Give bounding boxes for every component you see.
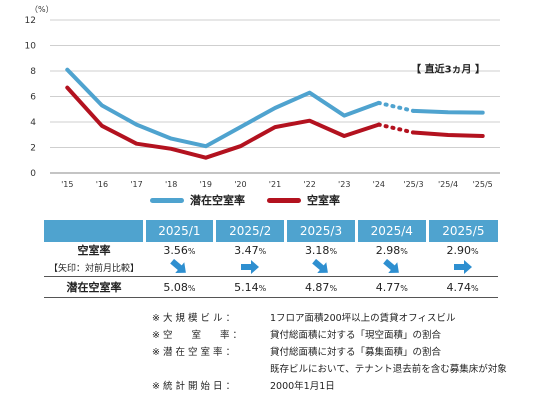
vacancy-table: 2025/1 2025/2 2025/3 2025/4 2025/5 空室率 3… <box>44 220 498 298</box>
latent-value: 5.14% <box>214 276 286 298</box>
series-line-latent <box>65 67 381 149</box>
vacancy-value: 3.18% <box>304 243 338 257</box>
vacancy-value: 2.90% <box>446 243 479 257</box>
chart-annotation: 【 直近3ヵ月 】 <box>411 62 485 75</box>
x-tick-label: '23 <box>338 180 350 189</box>
table-header-blank <box>44 220 144 242</box>
y-tick-label: 2 <box>30 144 36 154</box>
legend-label-vacancy: 空室率 <box>307 194 340 207</box>
table-header-month: 2025/1 <box>142 220 215 242</box>
y-tick-label: 12 <box>25 16 36 26</box>
x-tick-label: '17 <box>130 180 142 189</box>
y-tick-label: 6 <box>30 93 36 103</box>
trend-arrow-icon <box>144 259 215 275</box>
x-tick-label: '22 <box>303 180 315 189</box>
footnotes: ※ 大 規 模 ビ ル ： 1フロア面積200坪以上の賃貸オフィスビル ※ 空 室… <box>152 310 507 395</box>
legend-item-latent: 潜在空室率 <box>150 192 245 208</box>
footnote: 既存ビルにおいて、テナント退去前を含む募集床が対象 <box>270 364 507 375</box>
table-row-latent: 潜在空室率 5.08% 5.14% 4.87% 4.77% 4.74% <box>44 276 498 298</box>
latent-value: 4.74% <box>427 276 498 298</box>
y-tick-label: 0 <box>30 169 36 179</box>
footnote: ※ 空 室 率 ：貸付総面積に対する「現空面積」の割合 <box>152 330 442 341</box>
y-unit-label: （%） <box>30 5 54 14</box>
x-tick-label: '16 <box>96 180 108 189</box>
table-header-month: 2025/4 <box>354 220 428 242</box>
x-tick-label: '15 <box>61 180 73 189</box>
x-tick-label: '24 <box>373 180 385 189</box>
series-recent-vacancy <box>411 130 485 138</box>
x-tick-label: '19 <box>200 180 212 189</box>
footnote: ※ 統 計 開 始 日 ： 2000年1月1日 <box>152 381 335 392</box>
table-row-vacancy: 空室率 3.56% 3.47% 3.18% 2.98% 2.90% <box>44 242 498 258</box>
table-row-arrows: 【矢印：対前月比較】 <box>44 258 498 277</box>
trend-arrow-icon <box>356 259 427 275</box>
legend-swatch-vacancy <box>267 197 301 203</box>
series-connector-vacancy <box>376 122 416 135</box>
row-label-arrows: 【矢印：対前月比較】 <box>48 263 139 274</box>
trend-arrow-icon <box>286 259 357 275</box>
table-header-month: 2025/2 <box>213 220 286 242</box>
x-tick-label: '18 <box>165 180 177 189</box>
x-tick-label: '25/5 <box>473 180 493 189</box>
vacancy-value: 3.47% <box>234 243 267 257</box>
y-tick-label: 10 <box>25 42 37 52</box>
vacancy-value: 2.98% <box>375 243 408 257</box>
chart-legend: 潜在空室率 空室率 <box>150 192 340 208</box>
table-header-row: 2025/1 2025/2 2025/3 2025/4 2025/5 <box>44 220 498 242</box>
table-header-month: 2025/5 <box>425 220 498 242</box>
x-tick-label: '21 <box>269 180 281 189</box>
x-tick-label: '20 <box>234 180 246 189</box>
legend-label-latent: 潜在空室率 <box>190 194 245 207</box>
table-header-month: 2025/3 <box>284 220 357 242</box>
footnote: ※ 大 規 模 ビ ル ： 1フロア面積200坪以上の賃貸オフィスビル <box>152 313 456 324</box>
trend-arrow-icon <box>215 259 286 275</box>
latent-value: 4.87% <box>285 276 357 298</box>
y-tick-label: 8 <box>30 67 36 77</box>
y-tick-label: 4 <box>30 118 36 128</box>
row-label-latent: 潜在空室率 <box>44 276 144 298</box>
footnote: ※ 潜 在 空 室 率 ：貸付総面積に対する「募集面積」の割合 <box>152 347 442 358</box>
x-tick-label: '25/3 <box>403 180 423 189</box>
trend-arrow-icon <box>427 259 498 275</box>
line-chart: （%） 0 2 4 6 8 10 12 '15 '16 '17 '18 '19 '20 '21 '22 '23 '… <box>25 5 500 189</box>
row-label-vacancy: 空室率 <box>77 244 111 257</box>
vacancy-value: 3.56% <box>163 243 196 257</box>
x-tick-label: '25/4 <box>438 180 458 189</box>
legend-swatch-latent <box>150 197 184 203</box>
series-line-vacancy <box>65 85 381 160</box>
legend-item-vacancy: 空室率 <box>267 192 340 208</box>
latent-value: 4.77% <box>356 276 428 298</box>
series-recent-latent <box>411 108 485 115</box>
latent-value: 5.08% <box>144 276 215 298</box>
series-connector-latent <box>376 100 416 113</box>
